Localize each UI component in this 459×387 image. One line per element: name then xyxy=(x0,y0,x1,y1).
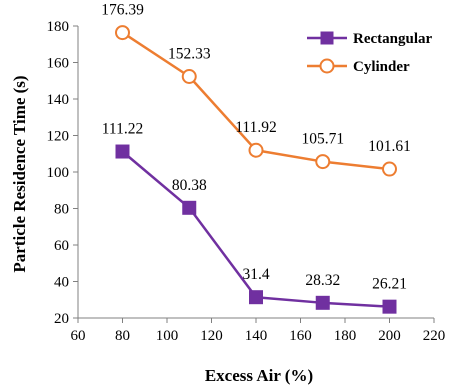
rectangular-point-marker xyxy=(382,299,397,314)
cylinder-point-marker xyxy=(382,161,397,177)
y-tick-label: 80 xyxy=(54,202,69,218)
y-tick-label: 40 xyxy=(54,275,69,291)
cylinder-legend-label: Cylinder xyxy=(353,59,410,75)
rectangular-data-label: 111.22 xyxy=(102,121,143,138)
rectangular-data-label: 28.32 xyxy=(305,272,340,289)
rectangular-data-label: 31.4 xyxy=(242,266,269,283)
x-axis-title: Excess Air (%) xyxy=(205,366,313,385)
rectangular-point-marker xyxy=(182,200,197,215)
x-tick-label: 100 xyxy=(156,328,179,344)
y-tick-label: 60 xyxy=(54,238,69,254)
cylinder-point-marker xyxy=(248,142,264,158)
rectangular-point-marker xyxy=(249,290,263,305)
y-tick-label: 120 xyxy=(47,129,70,145)
x-tick-label: 80 xyxy=(115,328,130,344)
cylinder-point-marker xyxy=(181,68,197,84)
x-tick-label: 60 xyxy=(71,328,86,344)
y-tick-label: 140 xyxy=(47,92,70,108)
x-tick-label: 180 xyxy=(334,328,357,344)
y-tick-label: 160 xyxy=(47,56,70,72)
rectangular-legend-marker xyxy=(320,31,334,45)
y-tick-label: 180 xyxy=(47,19,70,35)
rectangular-data-label: 26.21 xyxy=(372,276,407,293)
x-tick-label: 140 xyxy=(245,328,268,344)
rectangular-series-line xyxy=(121,150,390,308)
cylinder-data-label: 111.92 xyxy=(235,119,276,136)
cylinder-point-marker xyxy=(315,154,331,170)
rectangular-legend-label: Rectangular xyxy=(353,31,432,47)
y-axis-title: Particle Residence Time (s) xyxy=(10,75,29,272)
y-tick-label: 100 xyxy=(47,165,70,181)
x-tick-label: 200 xyxy=(378,328,401,344)
x-tick-label: 120 xyxy=(200,328,223,344)
x-tick-label: 220 xyxy=(423,328,446,344)
cylinder-data-label: 152.33 xyxy=(168,45,211,62)
x-tick-label: 160 xyxy=(289,328,312,344)
y-tick-label: 20 xyxy=(54,311,69,327)
cylinder-legend-marker xyxy=(319,58,335,74)
rectangular-data-label: 80.38 xyxy=(172,177,207,194)
cylinder-data-label: 105.71 xyxy=(301,131,344,148)
cylinder-data-label: 101.61 xyxy=(368,138,411,155)
rectangular-point-marker xyxy=(315,295,330,310)
cylinder-data-label: 176.39 xyxy=(101,2,144,19)
rectangular-point-marker xyxy=(115,144,130,159)
cylinder-point-marker xyxy=(115,25,130,41)
